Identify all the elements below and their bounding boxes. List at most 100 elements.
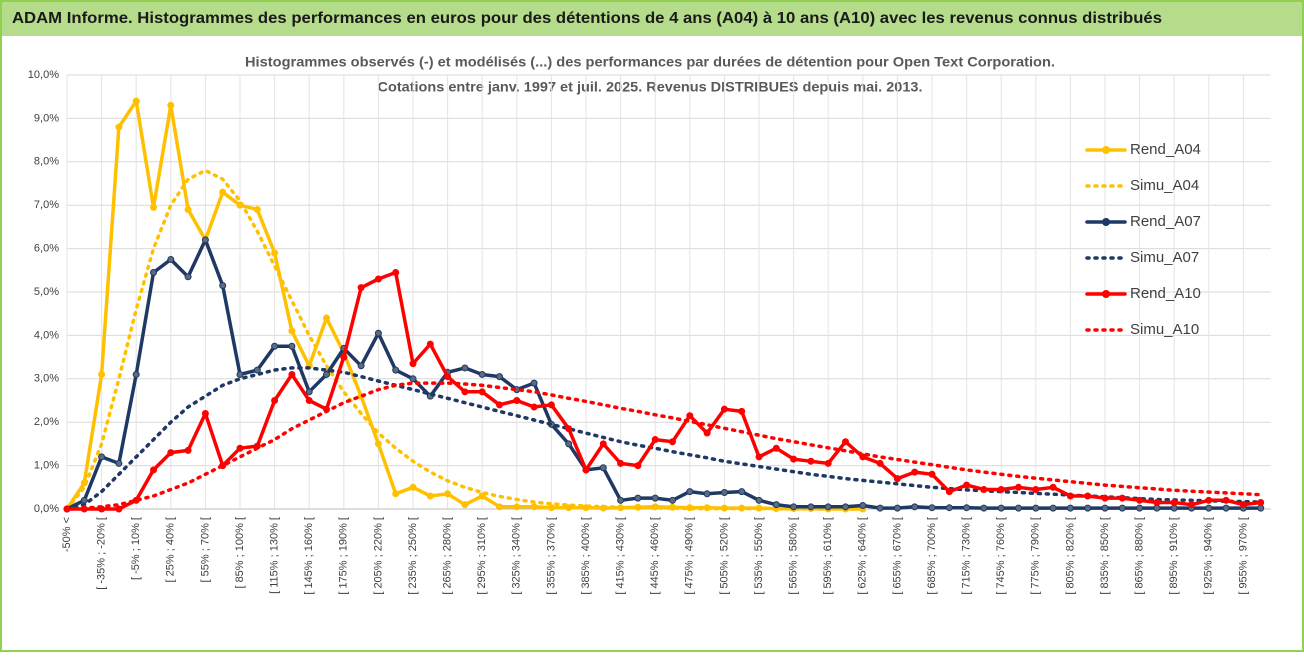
series-marker	[738, 488, 746, 496]
x-tick-label: [ 55% ; 70% [	[199, 517, 211, 582]
y-tick-label: 7,0%	[34, 199, 59, 211]
series-marker	[634, 494, 642, 502]
series-marker	[1066, 492, 1074, 500]
series-marker	[669, 438, 676, 446]
x-tick-label: [ 445% ; 460% [	[649, 517, 661, 595]
series-marker	[496, 401, 503, 409]
series-line	[65, 168, 865, 511]
x-tick-label: [ 805% ; 820% [	[1064, 517, 1076, 595]
series-marker	[599, 440, 607, 448]
x-tick-label: [ 265% ; 280% [	[442, 517, 454, 595]
series-marker	[409, 375, 417, 383]
series-marker	[547, 401, 555, 409]
series-marker	[374, 275, 382, 283]
series-marker	[1170, 504, 1178, 512]
series-marker	[651, 436, 659, 444]
series-marker	[426, 340, 434, 348]
series-marker	[392, 366, 400, 374]
x-tick-label: [ -5% ; 10% [	[130, 517, 142, 580]
x-tick-label: [ 955% ; 970% [	[1237, 517, 1249, 595]
series-marker	[115, 459, 123, 467]
x-tick-label: [ 775% ; 790% [	[1030, 517, 1042, 595]
series-marker	[288, 342, 296, 350]
series-marker	[720, 405, 728, 413]
legend-label: Rend_A07	[1130, 213, 1201, 230]
series-marker	[478, 370, 486, 378]
x-tick-label: [ 685% ; 700% [	[926, 517, 938, 595]
series-marker	[426, 492, 434, 500]
x-tick-label: [ 865% ; 880% [	[1134, 517, 1146, 595]
series-marker	[790, 455, 798, 463]
series-marker	[980, 504, 988, 512]
series-marker	[1136, 504, 1144, 512]
series-marker	[167, 255, 175, 263]
series-marker	[496, 503, 503, 511]
series-line	[65, 381, 1263, 511]
series-marker	[1257, 504, 1265, 512]
y-tick-label: 8,0%	[34, 156, 59, 168]
chart-title: Histogrammes observés (-) et modélisés (…	[245, 54, 1055, 70]
header-band	[2, 2, 1302, 36]
series-marker	[271, 397, 279, 404]
x-tick-label: [ 235% ; 250% [	[407, 517, 419, 595]
series-marker	[582, 466, 590, 474]
series-marker	[409, 360, 417, 368]
series-marker	[686, 412, 694, 420]
x-tick-label: [ 115% ; 130% [	[269, 517, 281, 594]
y-tick-label: 1,0%	[34, 460, 59, 472]
series-marker	[859, 502, 867, 510]
series-marker	[1257, 498, 1265, 506]
series-marker	[305, 397, 313, 404]
series-marker	[444, 373, 452, 381]
series-marker	[357, 362, 365, 370]
series-marker	[1205, 504, 1213, 512]
series-marker	[392, 268, 400, 276]
series-marker	[911, 468, 919, 476]
series-marker	[997, 504, 1005, 512]
x-tick-label: [ 895% ; 910% [	[1168, 517, 1180, 595]
series-marker	[461, 501, 469, 509]
series-marker	[513, 503, 521, 511]
series-marker	[1205, 496, 1213, 504]
series-marker	[513, 397, 521, 404]
legend-marker	[1102, 290, 1110, 298]
series-marker	[703, 490, 711, 498]
chart-subtitle: Cotations entre janv. 1997 et juil. 2025…	[378, 79, 923, 95]
series-marker	[772, 444, 780, 452]
series-marker	[1136, 496, 1144, 504]
series-marker	[288, 370, 296, 378]
series-marker	[184, 446, 192, 454]
series-marker	[496, 373, 503, 381]
series-marker	[893, 475, 901, 483]
series-marker	[1084, 504, 1092, 512]
series-marker	[824, 459, 832, 467]
x-tick-label: [ 295% ; 310% [	[476, 517, 488, 595]
series-marker	[1101, 494, 1109, 502]
series-marker	[1084, 492, 1092, 500]
x-tick-label: [ 355% ; 370% [	[545, 517, 557, 595]
series-marker	[530, 379, 538, 387]
series-marker	[876, 504, 884, 512]
x-tick-label: [ 595% ; 610% [	[822, 517, 834, 595]
series-marker	[824, 503, 832, 511]
series-marker	[755, 496, 763, 504]
series-marker	[374, 329, 382, 337]
series-marker	[565, 425, 573, 433]
series-marker	[859, 453, 867, 461]
series-marker	[807, 503, 815, 511]
x-tick-label: [ 715% ; 730% [	[961, 517, 973, 595]
x-tick-label: [ -35% ; -20% [	[96, 517, 108, 590]
series-marker	[842, 503, 849, 511]
series-marker	[461, 388, 469, 396]
series-marker	[599, 464, 607, 472]
x-tick-label: [ 535% ; 550% [	[753, 517, 765, 595]
series-marker	[1101, 504, 1109, 512]
x-tick-label: [ 385% ; 400% [	[580, 517, 592, 595]
series-marker	[201, 236, 209, 244]
series-marker	[392, 490, 400, 498]
series-marker	[305, 388, 313, 396]
series-marker	[807, 457, 815, 465]
series-marker	[617, 496, 625, 504]
series-marker	[201, 410, 209, 418]
